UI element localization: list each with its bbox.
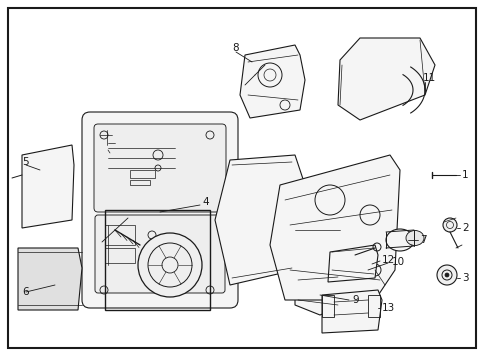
Text: 13: 13 [382,303,395,313]
Text: 8: 8 [232,43,239,53]
Text: 4: 4 [202,197,209,207]
Bar [105,248,135,263]
Circle shape [445,273,449,277]
Text: 10: 10 [392,257,405,267]
Bar [130,170,155,178]
Polygon shape [22,145,74,228]
Circle shape [437,265,457,285]
Ellipse shape [386,229,414,251]
Polygon shape [322,290,382,333]
FancyBboxPatch shape [94,124,226,212]
Bar [368,295,380,317]
FancyBboxPatch shape [82,112,238,308]
Polygon shape [215,155,310,285]
Polygon shape [18,248,82,310]
Circle shape [443,218,457,232]
Text: 2: 2 [462,223,468,233]
Text: 12: 12 [382,255,395,265]
FancyBboxPatch shape [95,215,225,293]
Text: 9: 9 [352,295,359,305]
Bar [105,225,135,245]
Polygon shape [240,45,305,118]
FancyBboxPatch shape [287,192,348,273]
Polygon shape [338,38,435,120]
Text: 1: 1 [462,170,468,180]
Text: 3: 3 [462,273,468,283]
Bar [322,295,334,317]
Polygon shape [270,155,400,300]
Text: 6: 6 [22,287,28,297]
Ellipse shape [406,230,424,246]
Circle shape [138,233,202,297]
Bar [105,210,210,310]
Polygon shape [295,270,345,315]
Text: 11: 11 [423,73,436,83]
Text: 5: 5 [22,157,28,167]
Polygon shape [328,245,378,282]
Text: 7: 7 [420,235,427,245]
Bar [130,180,150,185]
